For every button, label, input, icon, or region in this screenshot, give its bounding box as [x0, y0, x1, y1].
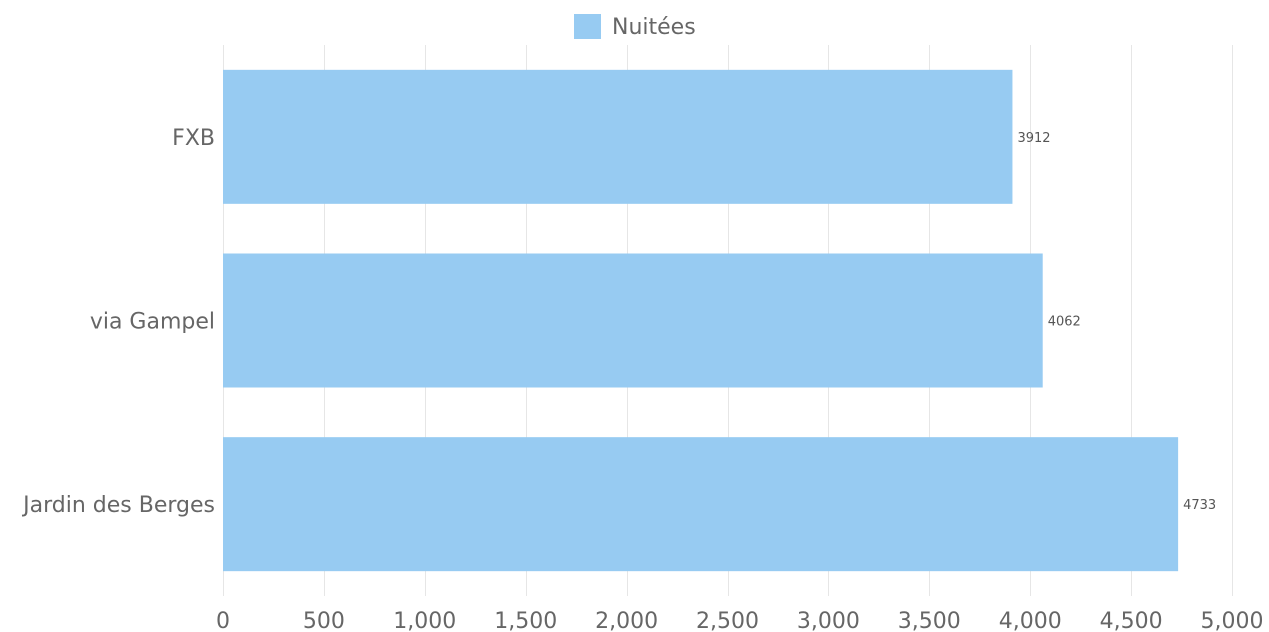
x-tick-label-2-500: 2,500: [696, 609, 759, 632]
category-label-via-gampel: via Gampel: [90, 310, 215, 335]
x-tick-label-3-000: 3,000: [797, 609, 860, 632]
x-tick-label-5-000: 5,000: [1201, 609, 1264, 632]
data-labels: 3912 4062 4733: [1017, 131, 1216, 513]
x-tick-label-1-500: 1,500: [494, 609, 557, 632]
bar-fxb: [223, 69, 1013, 204]
x-tick-label-4-500: 4,500: [1100, 609, 1163, 632]
x-tick-label-1-000: 1,000: [393, 609, 456, 632]
x-axis: 0 500 1,000 1,500 2,000 2,500 3,000 3,500 4,000 4…: [216, 609, 1263, 632]
category-label-fxb: FXB: [172, 126, 215, 151]
x-tick-label-3-500: 3,500: [898, 609, 961, 632]
data-label-fxb: 3912: [1017, 131, 1050, 146]
legend: Nuitées: [574, 14, 696, 40]
data-label-via-gampel: 4062: [1048, 315, 1081, 330]
x-tick-label-2-000: 2,000: [595, 609, 658, 632]
x-tick-label-500: 500: [303, 609, 345, 632]
legend-label-nuitees: Nuitées: [612, 15, 696, 40]
category-label-jardin-des-berges: Jardin des Berges: [21, 493, 215, 518]
y-axis: FXB via Gampel Jardin des Berges: [21, 126, 215, 518]
bar-via-gampel: [223, 253, 1043, 388]
legend-swatch: [574, 14, 601, 39]
bar-jardin-des-berges: [223, 437, 1179, 572]
x-tick-label-4-000: 4,000: [999, 609, 1062, 632]
data-label-jardin-des-berges: 4733: [1183, 498, 1216, 513]
x-tick-label-0: 0: [216, 609, 230, 632]
bars: [223, 69, 1179, 572]
